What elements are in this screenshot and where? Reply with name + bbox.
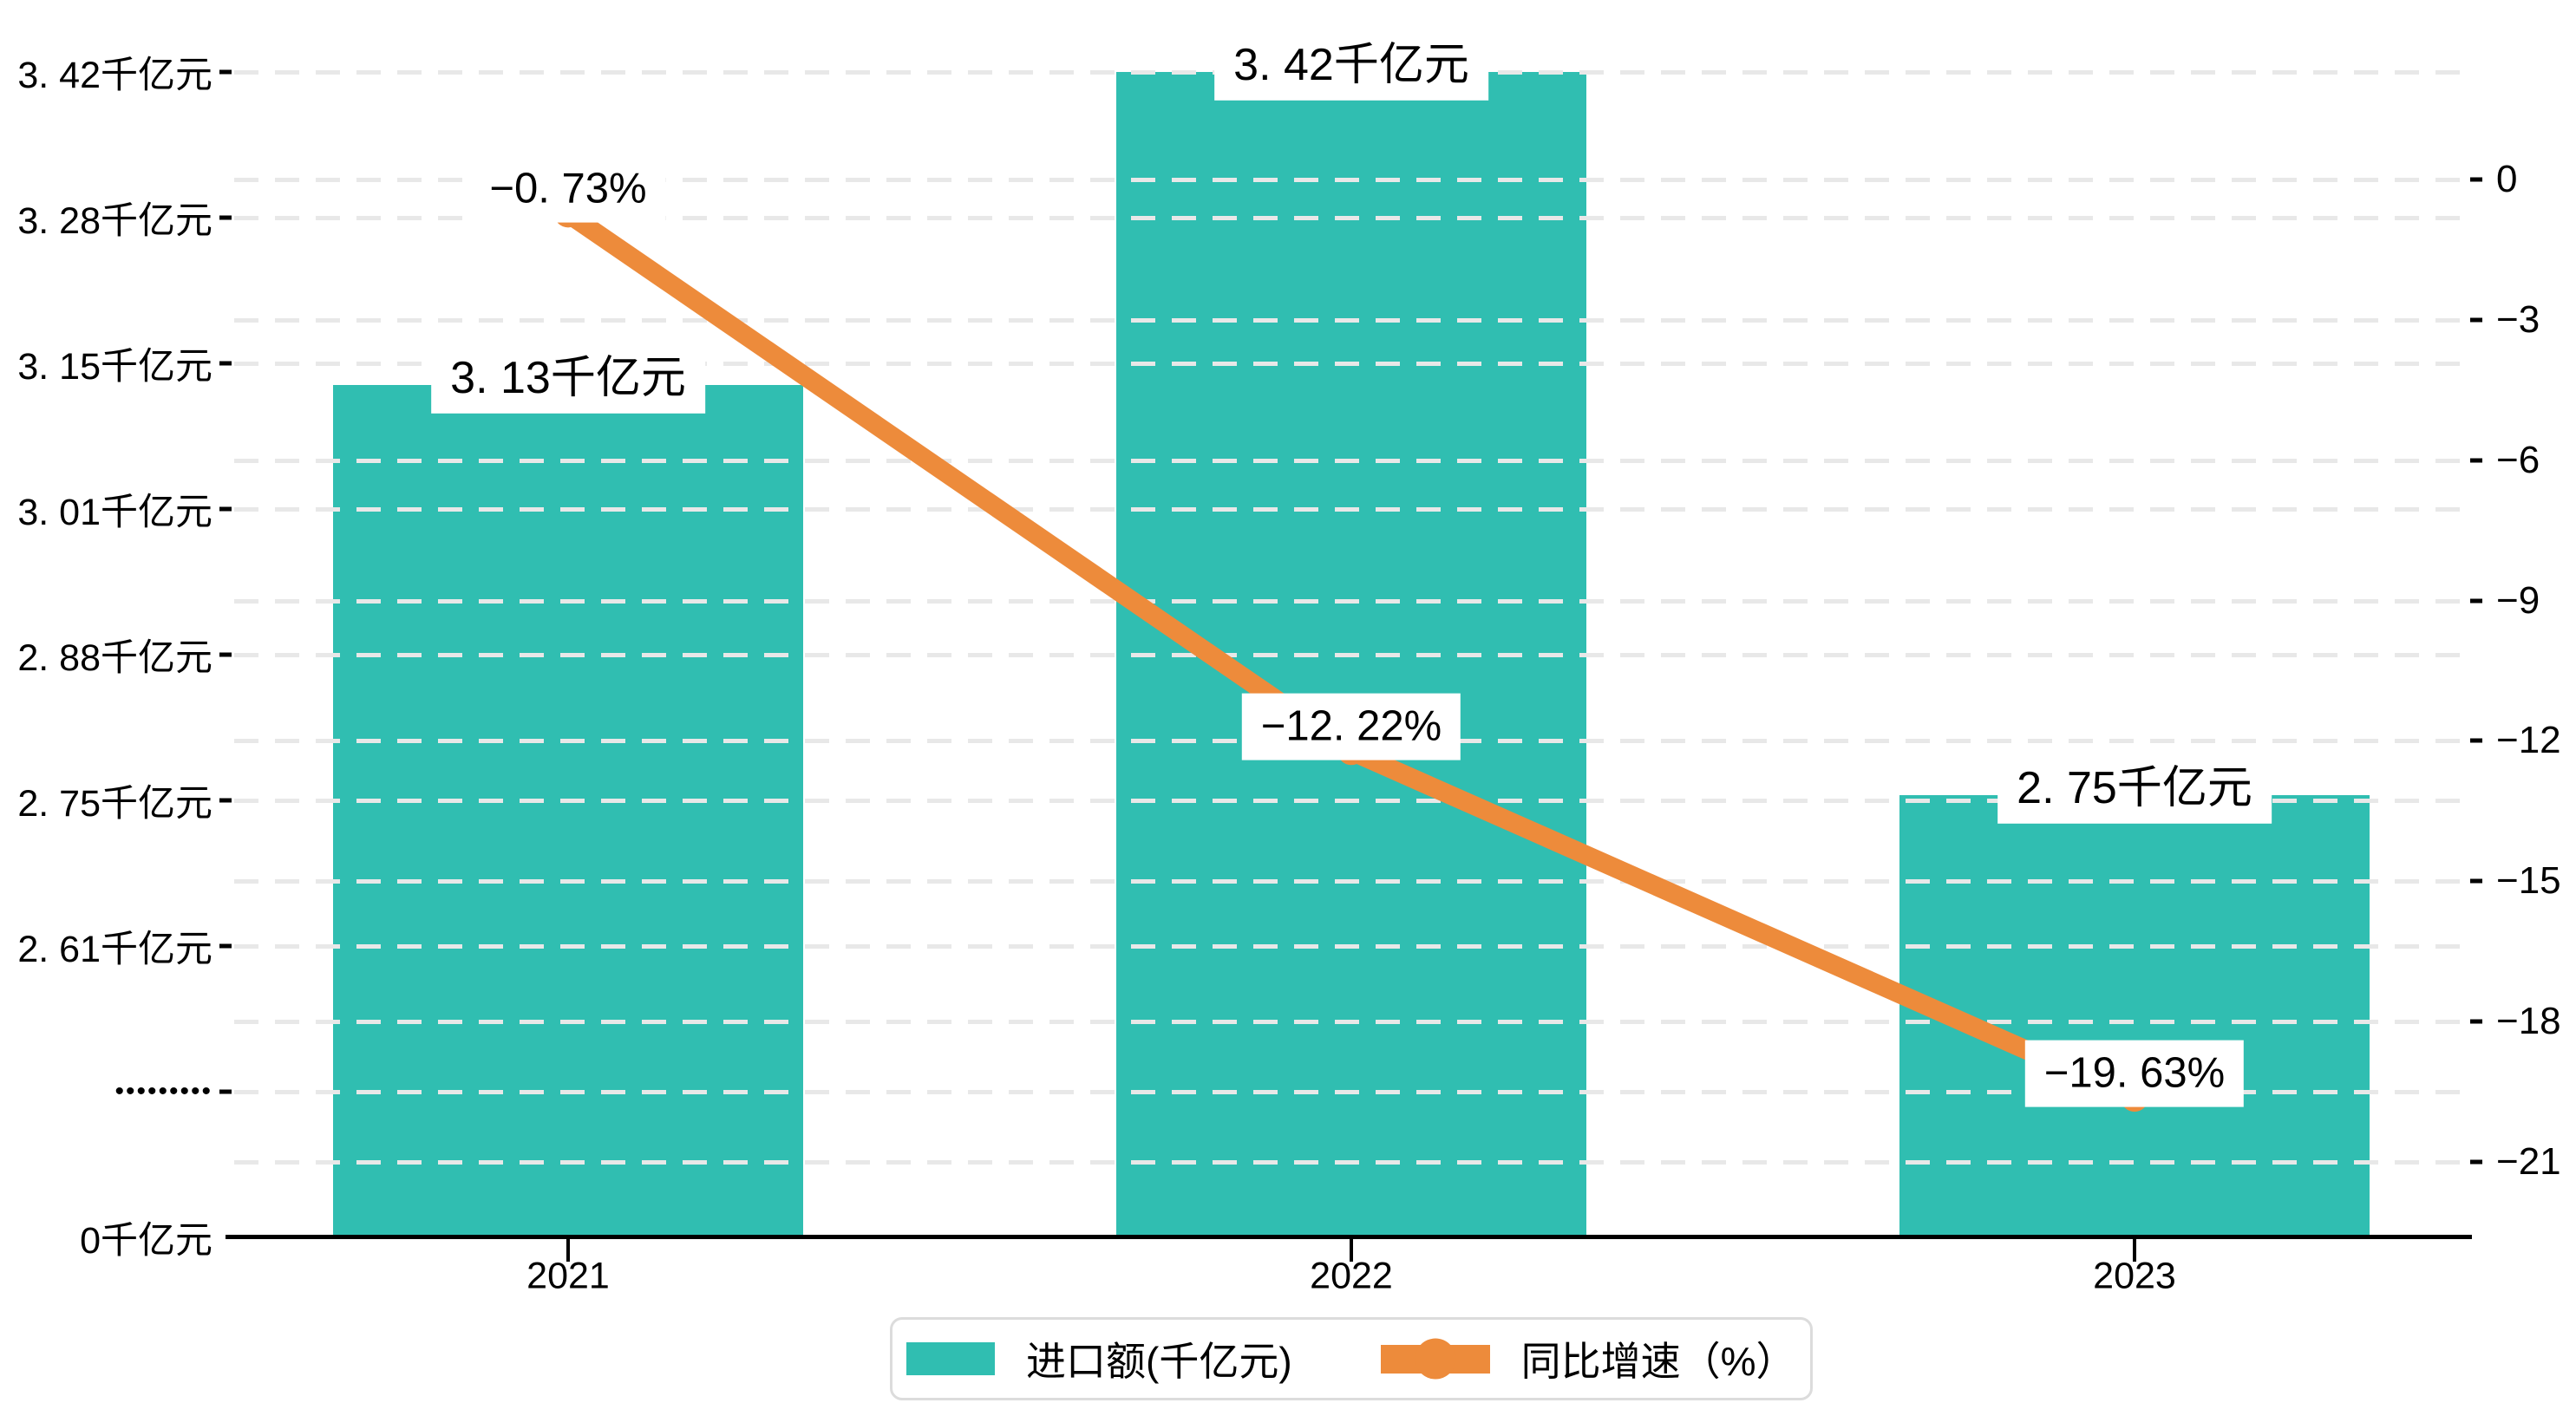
y-axis-right-label: −6: [2496, 438, 2540, 481]
y-axis-left-label: 3. 42千亿元: [17, 55, 212, 96]
y-axis-right-label: −3: [2496, 297, 2540, 341]
gridline-right-axis: [234, 458, 2472, 463]
x-axis-tick: [566, 1239, 570, 1262]
y-axis-left-label: 3. 01千亿元: [17, 492, 212, 533]
y-axis-right-label: −9: [2496, 578, 2540, 622]
line-series-swatch: [1380, 1338, 1490, 1380]
legend: 进口额(千亿元) 同比增速（%）: [890, 1317, 1813, 1400]
gridline-right-axis: [234, 879, 2472, 884]
y-axis-right-tick: [2470, 458, 2482, 463]
gridline-left-axis: [234, 507, 2472, 512]
x-axis-label-2023: 2023: [2093, 1255, 2176, 1297]
y-axis-left-label: 3. 15千亿元: [17, 346, 212, 388]
y-axis-left-tick: [219, 798, 232, 803]
y-axis-right-label: −18: [2496, 1000, 2561, 1043]
line-point-label: −0. 73%: [470, 155, 666, 223]
gridline-right-axis: [234, 178, 2472, 182]
y-axis-left-tick: [219, 215, 232, 220]
y-axis-right-label: −21: [2496, 1140, 2561, 1183]
gridline-left-axis: [234, 653, 2472, 657]
line-point-label: −19. 63%: [2024, 1040, 2245, 1107]
gridline-left-axis: [234, 799, 2472, 803]
x-axis-label-2021: 2021: [526, 1255, 610, 1297]
legend-label-growth: 同比增速（%）: [1520, 1339, 1796, 1384]
gridline-right-axis: [234, 598, 2472, 604]
y-axis-right-tick: [2470, 1019, 2482, 1024]
y-axis-left-label: 0千亿元: [80, 1220, 212, 1262]
x-axis-label-2022: 2022: [1310, 1255, 1393, 1297]
x-axis-tick: [2133, 1239, 2136, 1262]
gridline-left-axis: [234, 944, 2472, 949]
legend-item-growth[interactable]: 同比增速（%）: [1380, 1330, 1796, 1387]
y-axis-right-tick: [2470, 1159, 2482, 1165]
gridline-left-axis: [234, 1090, 2472, 1094]
legend-label-imports: 进口额(千亿元): [1026, 1339, 1292, 1384]
y-axis-right-tick: [2470, 598, 2482, 604]
bar-2021: [333, 384, 803, 1237]
y-axis-left-tick: [219, 943, 232, 949]
y-axis-left-label: 3. 28千亿元: [17, 200, 212, 242]
x-axis-tick: [1350, 1239, 1353, 1262]
y-axis-left-tick: [219, 69, 232, 75]
bar-value-label: 3. 13千亿元: [431, 342, 705, 414]
y-axis-left-tick: [219, 361, 232, 366]
line-point-label: −12. 22%: [1241, 693, 1461, 760]
bar-value-label: 3. 42千亿元: [1214, 29, 1488, 101]
x-axis-line: [226, 1235, 2472, 1239]
line-marker-dot-icon: [1415, 1338, 1456, 1380]
y-axis-right-tick: [2470, 738, 2482, 743]
y-axis-break-label: •••••••••: [114, 1077, 212, 1106]
gridline-right-axis: [234, 317, 2472, 323]
y-axis-right-tick: [2470, 317, 2482, 323]
y-axis-left-label: 2. 88千亿元: [17, 637, 212, 679]
y-axis-left-tick: [219, 652, 232, 657]
y-axis-left-tick: [219, 1089, 232, 1094]
gridline-right-axis: [234, 1020, 2472, 1025]
legend-item-imports[interactable]: 进口额(千亿元): [906, 1330, 1292, 1387]
y-axis-right-tick: [2470, 177, 2482, 182]
gridline-left-axis: [234, 362, 2472, 366]
bar-value-label: 2. 75千亿元: [1997, 752, 2272, 824]
y-axis-left-label: 2. 75千亿元: [17, 783, 212, 825]
y-axis-right-label: −15: [2496, 859, 2561, 903]
gridline-left-axis: [234, 216, 2472, 220]
y-axis-right-tick: [2470, 878, 2482, 884]
y-axis-right-label: −12: [2496, 719, 2561, 762]
y-axis-left-label: 2. 61千亿元: [17, 929, 212, 970]
y-axis-right-label: 0: [2496, 158, 2518, 200]
y-axis-left-tick: [219, 506, 232, 512]
gridline-right-axis: [234, 1160, 2472, 1165]
bar-series-swatch: [906, 1342, 995, 1375]
